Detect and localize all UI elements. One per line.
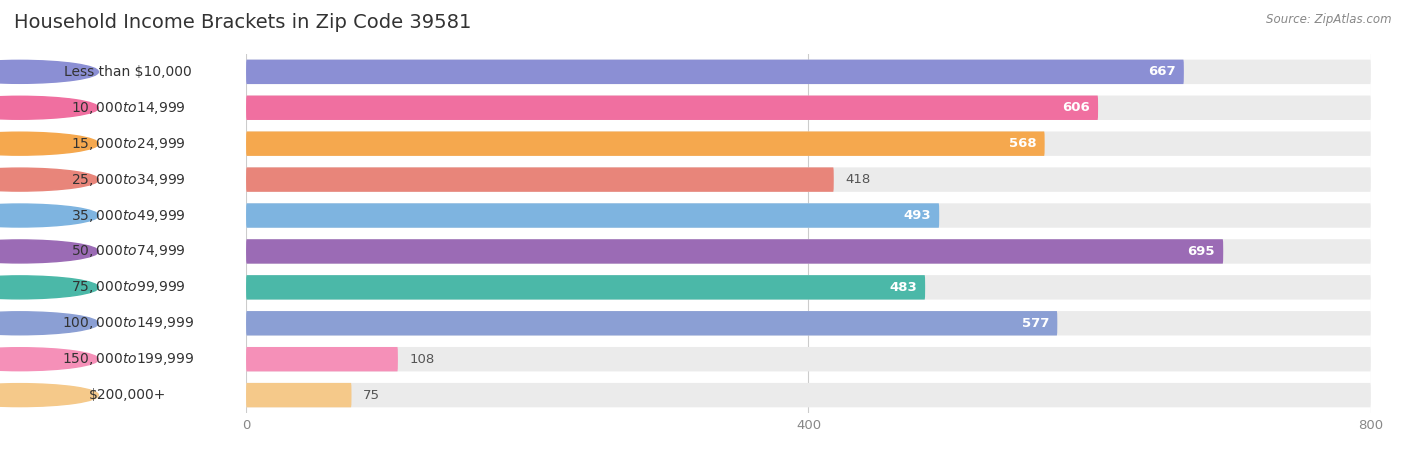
FancyBboxPatch shape: [246, 383, 1371, 407]
FancyBboxPatch shape: [246, 239, 1223, 264]
Circle shape: [0, 348, 98, 371]
Text: Less than $10,000: Less than $10,000: [65, 65, 191, 79]
Text: $100,000 to $149,999: $100,000 to $149,999: [62, 315, 194, 331]
Circle shape: [0, 204, 98, 227]
Text: $35,000 to $49,999: $35,000 to $49,999: [70, 207, 186, 224]
FancyBboxPatch shape: [246, 96, 1371, 120]
FancyBboxPatch shape: [10, 311, 236, 335]
FancyBboxPatch shape: [246, 60, 1184, 84]
Text: 577: 577: [1022, 317, 1049, 330]
Text: Household Income Brackets in Zip Code 39581: Household Income Brackets in Zip Code 39…: [14, 13, 471, 32]
Text: $25,000 to $34,999: $25,000 to $34,999: [70, 172, 186, 188]
Text: $50,000 to $74,999: $50,000 to $74,999: [70, 243, 186, 260]
FancyBboxPatch shape: [10, 203, 236, 228]
Circle shape: [0, 168, 98, 191]
FancyBboxPatch shape: [10, 96, 236, 120]
Text: 75: 75: [363, 389, 380, 401]
Text: 695: 695: [1187, 245, 1215, 258]
FancyBboxPatch shape: [246, 239, 1371, 264]
FancyBboxPatch shape: [246, 203, 939, 228]
Circle shape: [0, 60, 98, 84]
Circle shape: [0, 96, 98, 119]
Circle shape: [0, 383, 98, 407]
Text: 108: 108: [409, 353, 434, 365]
FancyBboxPatch shape: [10, 132, 236, 156]
Circle shape: [0, 312, 98, 335]
Text: 568: 568: [1008, 137, 1036, 150]
Circle shape: [0, 240, 98, 263]
FancyBboxPatch shape: [10, 60, 236, 84]
Text: $200,000+: $200,000+: [89, 388, 167, 402]
FancyBboxPatch shape: [246, 347, 398, 371]
FancyBboxPatch shape: [10, 347, 236, 371]
Text: $75,000 to $99,999: $75,000 to $99,999: [70, 279, 186, 295]
Text: $15,000 to $24,999: $15,000 to $24,999: [70, 136, 186, 152]
FancyBboxPatch shape: [246, 167, 834, 192]
FancyBboxPatch shape: [10, 383, 236, 407]
FancyBboxPatch shape: [246, 132, 1371, 156]
FancyBboxPatch shape: [246, 347, 1371, 371]
Circle shape: [0, 132, 98, 155]
FancyBboxPatch shape: [10, 167, 236, 192]
FancyBboxPatch shape: [246, 383, 352, 407]
Text: Source: ZipAtlas.com: Source: ZipAtlas.com: [1267, 13, 1392, 26]
FancyBboxPatch shape: [246, 275, 925, 299]
Text: $150,000 to $199,999: $150,000 to $199,999: [62, 351, 194, 367]
Text: $10,000 to $14,999: $10,000 to $14,999: [70, 100, 186, 116]
FancyBboxPatch shape: [10, 239, 236, 264]
FancyBboxPatch shape: [246, 275, 1371, 299]
FancyBboxPatch shape: [246, 60, 1371, 84]
FancyBboxPatch shape: [246, 167, 1371, 192]
Circle shape: [0, 276, 98, 299]
FancyBboxPatch shape: [246, 311, 1371, 335]
FancyBboxPatch shape: [246, 311, 1057, 335]
Text: 606: 606: [1062, 101, 1090, 114]
Text: 418: 418: [845, 173, 870, 186]
FancyBboxPatch shape: [10, 275, 236, 299]
FancyBboxPatch shape: [246, 203, 1371, 228]
FancyBboxPatch shape: [246, 96, 1098, 120]
Text: 667: 667: [1147, 66, 1175, 78]
Text: 483: 483: [889, 281, 917, 294]
FancyBboxPatch shape: [246, 132, 1045, 156]
Text: 493: 493: [903, 209, 931, 222]
